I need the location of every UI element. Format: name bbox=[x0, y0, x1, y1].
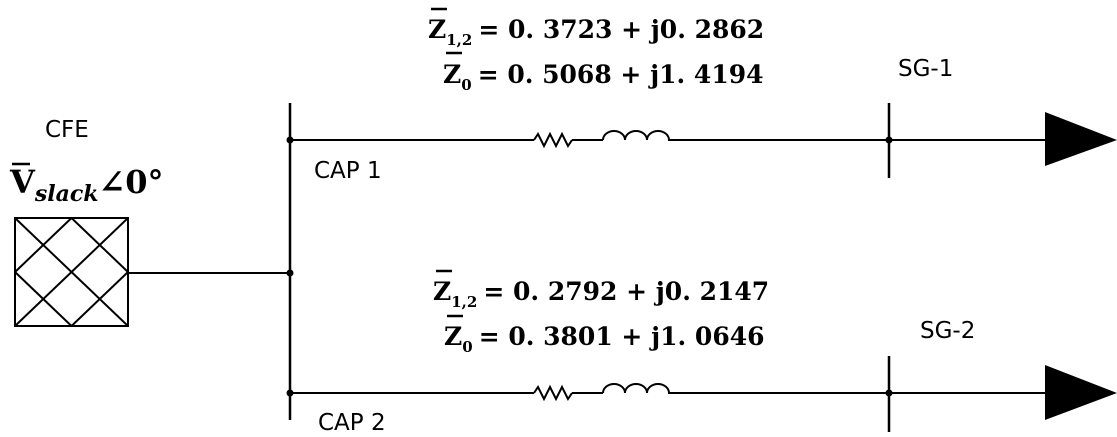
line2-inductor bbox=[602, 383, 680, 394]
line2-branch bbox=[290, 383, 1050, 402]
sg1-load-arrow bbox=[1045, 112, 1117, 166]
line1-branch bbox=[290, 130, 1050, 149]
line1-z0-symbol: Z bbox=[443, 60, 461, 89]
slack-source-symbol bbox=[14, 217, 129, 327]
source-label: CFE bbox=[45, 117, 89, 143]
voltage-symbol: V bbox=[9, 163, 36, 201]
sg2-load-arrow bbox=[1045, 365, 1117, 420]
line1-impedance-labels: Z1,2 = 0. 3723 + j0. 2862 Z0 = 0. 5068 + j… bbox=[428, 7, 764, 94]
svg-text:Z0= 0. 5068 + j1. 4194: Z0 = 0. 5068 + j1. 4194 bbox=[443, 60, 764, 94]
voltage-angle: ∠0° bbox=[98, 163, 163, 201]
line2-z12-subscript: 1,2 bbox=[451, 293, 477, 311]
line1-z0-value: = 0. 5068 + j1. 4194 bbox=[478, 60, 764, 89]
sg1-label: SG-1 bbox=[898, 56, 953, 82]
line2-resistor bbox=[533, 384, 573, 402]
line1-inductor bbox=[602, 130, 680, 141]
svg-text:Z1,2= 0. 2792 + j0. 2147: Z1,2 = 0. 2792 + j0. 2147 bbox=[433, 277, 769, 311]
voltage-subscript: slack bbox=[34, 181, 99, 207]
cap1-label: CAP 1 bbox=[314, 158, 382, 184]
line1-z12-subscript: 1,2 bbox=[446, 31, 472, 49]
line2-z0-value: = 0. 3801 + j1. 0646 bbox=[479, 322, 765, 351]
svg-text:Z1,2= 0. 3723 + j0. 2862: Z1,2 = 0. 3723 + j0. 2862 bbox=[428, 15, 764, 49]
line2-impedance-labels: Z1,2 = 0. 2792 + j0. 2147 Z0 = 0. 3801 + j… bbox=[433, 269, 769, 356]
slack-voltage-label: Vslack∠0° bbox=[9, 162, 164, 207]
cap2-label: CAP 2 bbox=[318, 410, 386, 436]
svg-text:Z0= 0. 3801 + j1. 0646: Z0 = 0. 3801 + j1. 0646 bbox=[444, 322, 765, 356]
line2-z0-subscript: 0 bbox=[462, 338, 472, 356]
svg-text:Vslack∠0°: Vslack∠0° bbox=[9, 163, 164, 207]
line1-resistor bbox=[533, 131, 573, 149]
line2-z0-symbol: Z bbox=[444, 322, 462, 351]
line1-z12-symbol: Z bbox=[428, 15, 446, 44]
sg2-node bbox=[885, 389, 893, 397]
sg1-node bbox=[885, 136, 893, 144]
line2-z12-value: = 0. 2792 + j0. 2147 bbox=[483, 277, 769, 306]
sg2-label: SG-2 bbox=[920, 318, 975, 344]
line1-z12-value: = 0. 3723 + j0. 2862 bbox=[478, 15, 764, 44]
line2-z12-symbol: Z bbox=[433, 277, 451, 306]
line1-z0-subscript: 0 bbox=[461, 76, 471, 94]
